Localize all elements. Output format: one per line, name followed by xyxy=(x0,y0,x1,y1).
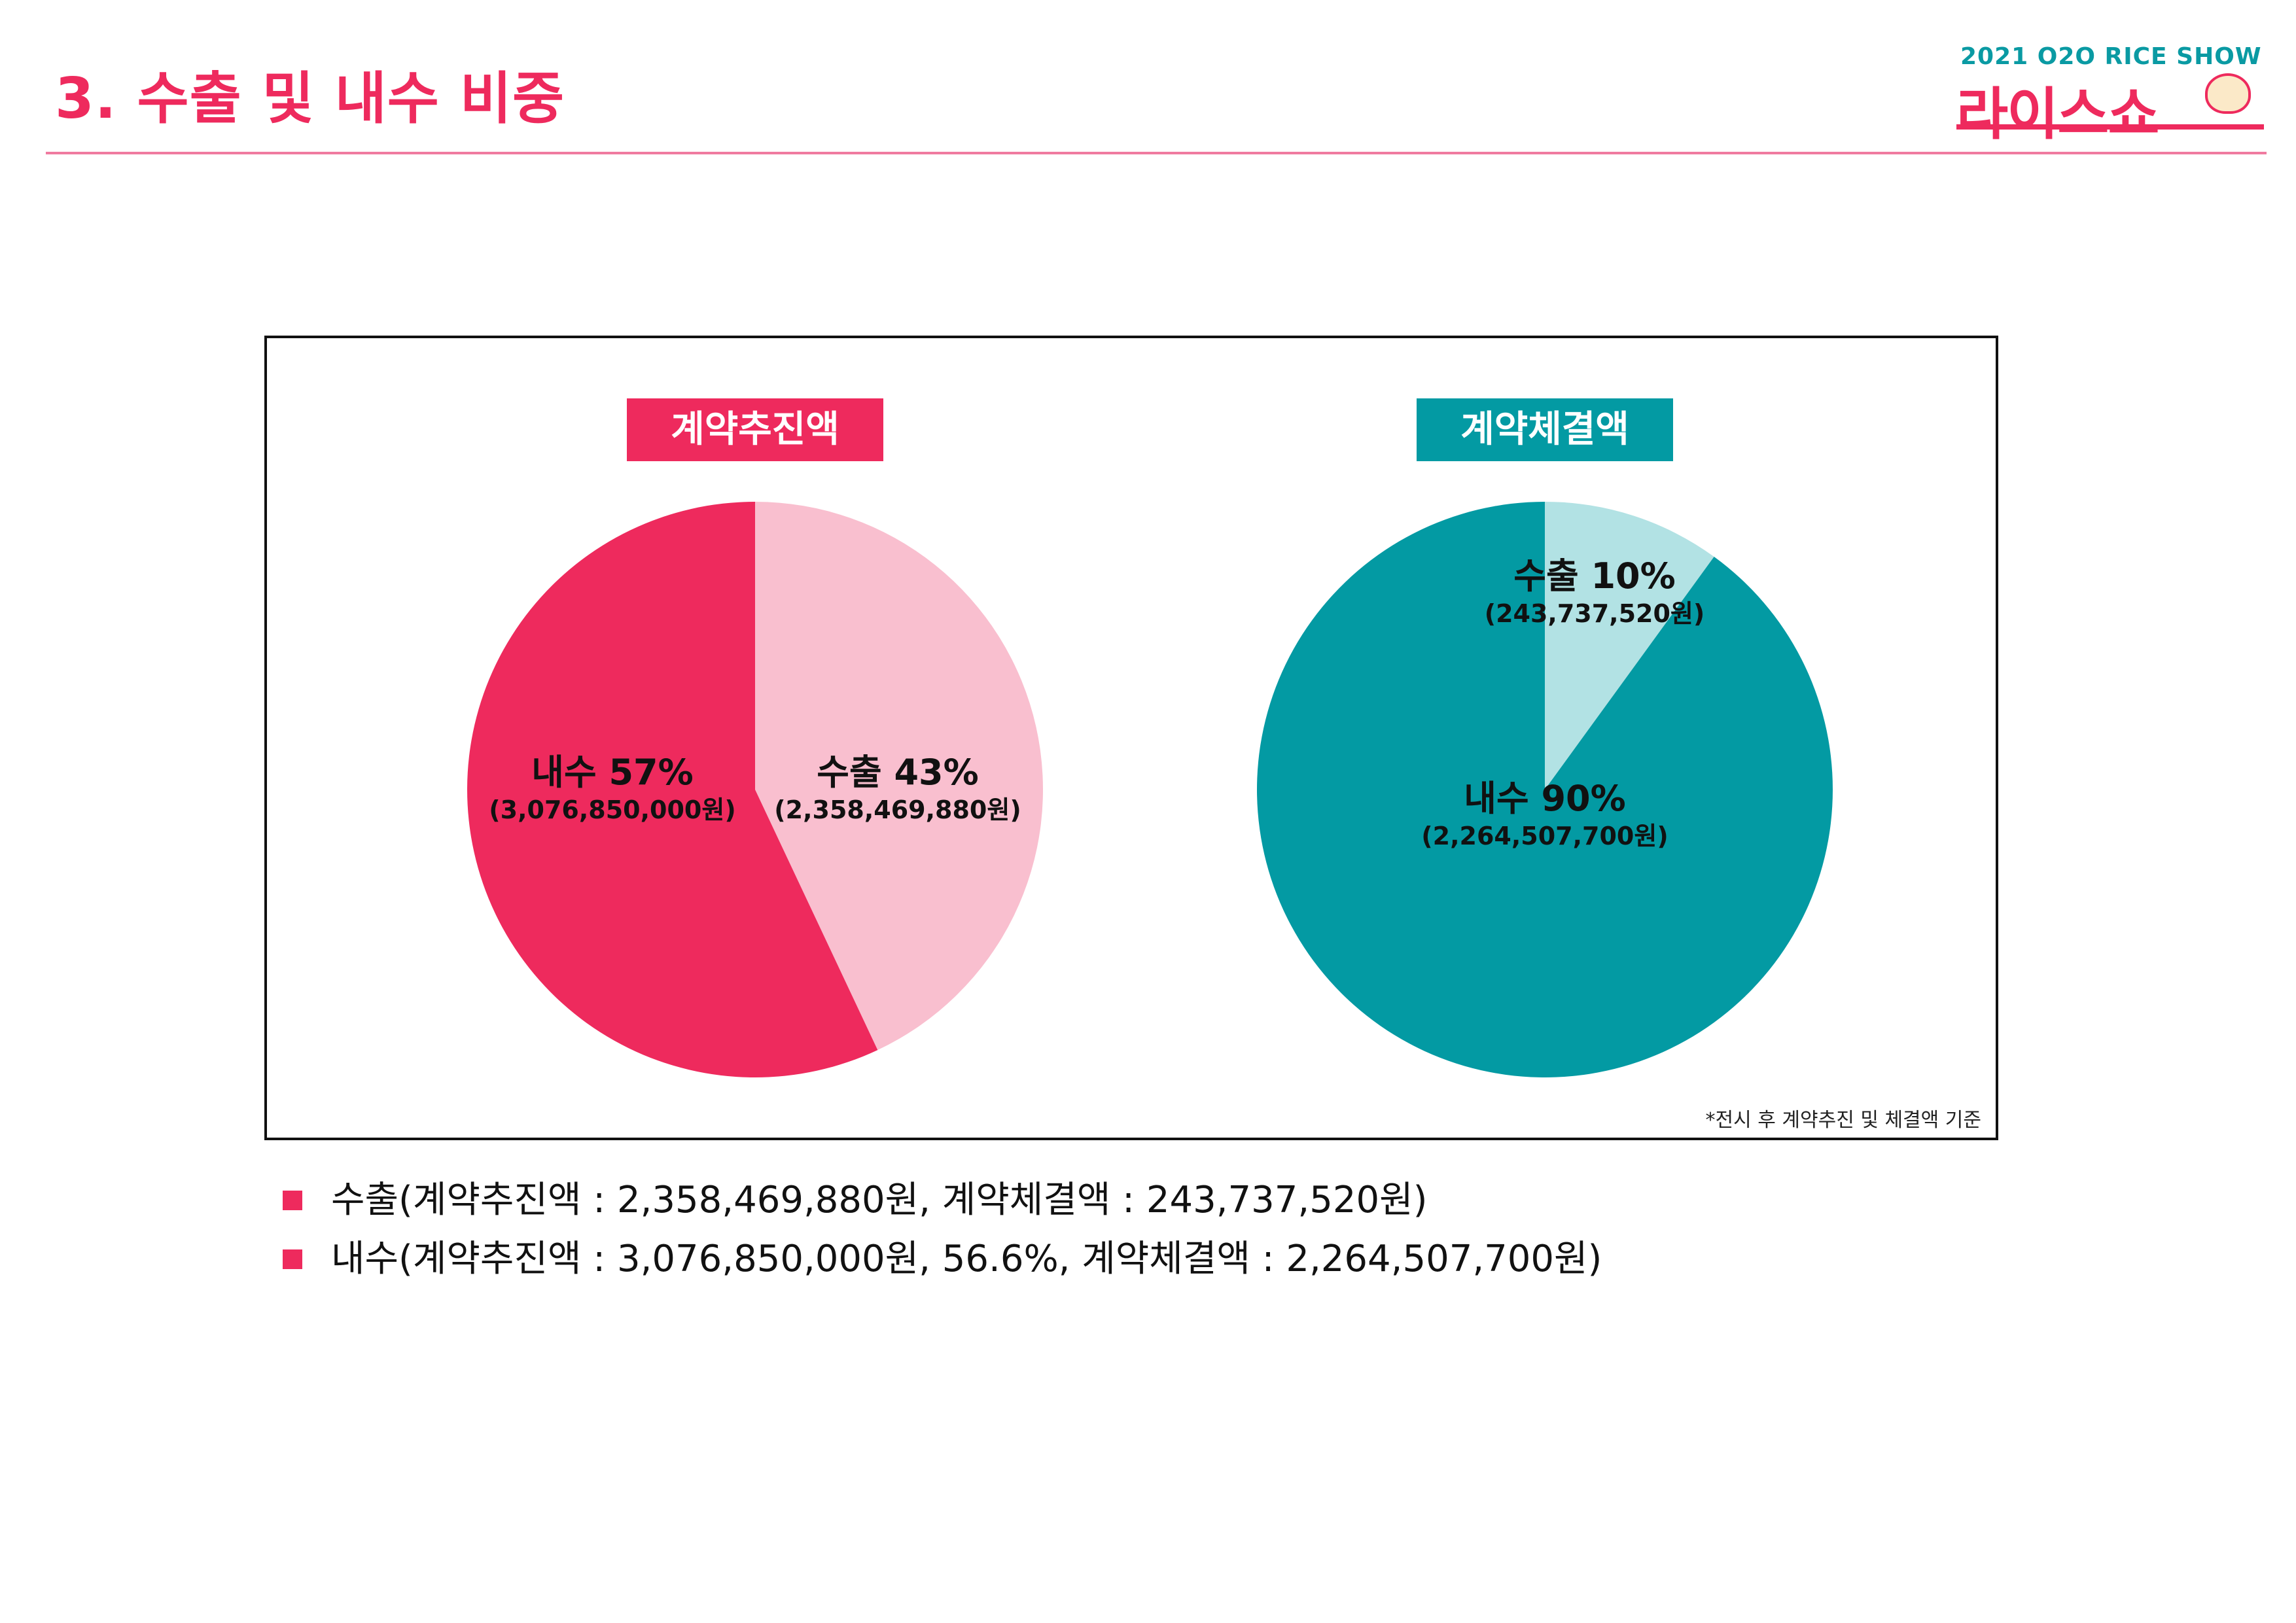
slice-amount-label: (2,264,507,700원) xyxy=(1421,822,1668,850)
slice-amount-label: (243,737,520원) xyxy=(1485,599,1705,628)
mascot-icon xyxy=(2205,73,2251,114)
slice-percent-label: 수출 10% xyxy=(1513,555,1675,597)
chart-frame: 계약추진액 계약체결액 수출 43% (2,358,469,880원) 내수 57%… xyxy=(264,336,1998,1140)
pie-charts: 수출 43%(2,358,469,880원) 내수 57%(3,076,850,0… xyxy=(467,502,1833,1077)
slice-amount-label: (3,076,850,000원) xyxy=(489,795,735,824)
chart-title-contract: 계약체결액 xyxy=(1417,398,1673,461)
page-title: 3. 수출 및 내수 비중 xyxy=(55,66,565,131)
logo-underline xyxy=(1956,124,2264,130)
slice-percent-label: 내수 90% xyxy=(1464,778,1625,819)
slice-amount-label: (2,358,469,880원) xyxy=(774,795,1021,824)
logo-title: 라이스쇼 xyxy=(1956,82,2159,147)
bullet-icon xyxy=(283,1191,302,1210)
pie-slice-contract-domestic xyxy=(1256,502,1833,1077)
logo-subtitle: 2021 O2O RICE SHOW xyxy=(1960,43,2262,70)
legend-text-export: 수출(계약추진액 : 2,358,469,880원, 계약체결액 : 243,7… xyxy=(331,1179,1428,1221)
rice-show-logo: 2021 O2O RICE SHOW 라이스쇼 xyxy=(1956,43,2264,147)
slice-percent-label: 내수 57% xyxy=(531,752,693,793)
pie-slice-promotion-domestic xyxy=(467,502,878,1077)
pie-chart-promotion: 수출 43%(2,358,469,880원) 내수 57%(3,076,850,0… xyxy=(467,502,1043,1077)
pie-slice-contract-export xyxy=(1545,502,1714,790)
bullet-icon xyxy=(283,1249,302,1269)
pie-chart-contract: 수출 10%(243,737,520원) 내수 90% (2,264,507,700… xyxy=(1256,502,1833,1077)
legend-text-domestic: 내수(계약추진액 : 3,076,850,000원, 56.6%, 계약체결액 … xyxy=(331,1238,1602,1280)
slice-percent-label: 수출 43% xyxy=(817,752,978,793)
header-divider xyxy=(46,152,2267,154)
chart-footnote: *전시 후 계약추진 및 체결액 기준 xyxy=(1705,1109,1981,1132)
pie-slice-promotion-export xyxy=(755,502,1043,1051)
chart-title-promotion: 계약추진액 xyxy=(627,398,883,461)
